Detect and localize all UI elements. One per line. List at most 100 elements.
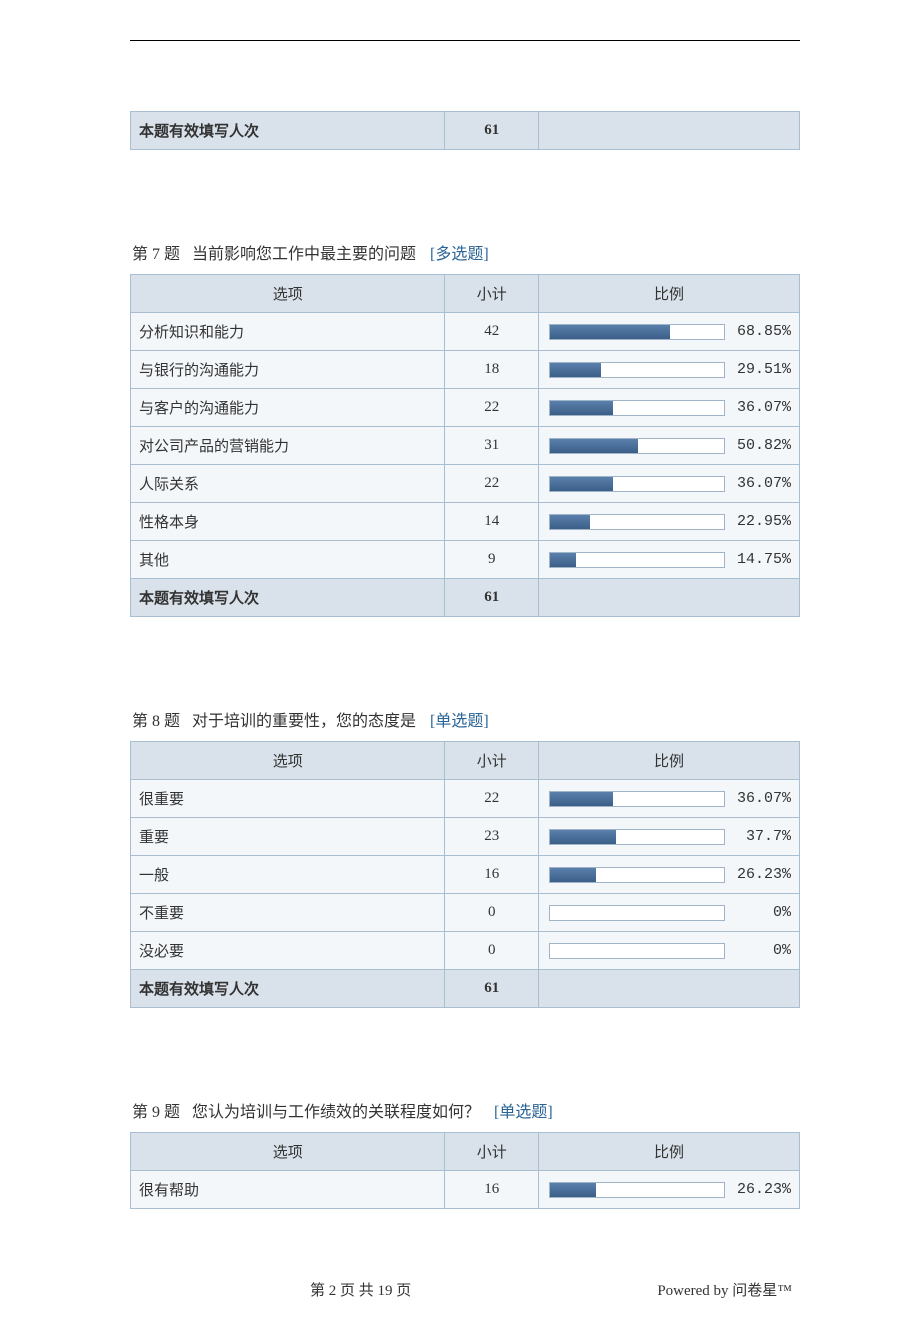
bar-wrap: 29.51% xyxy=(549,361,791,378)
header-option: 选项 xyxy=(131,275,445,313)
percent-label: 68.85% xyxy=(733,323,791,340)
option-label: 性格本身 xyxy=(131,503,445,541)
bar-track xyxy=(549,1182,725,1198)
option-ratio-cell: 50.82% xyxy=(539,427,800,465)
percent-label: 29.51% xyxy=(733,361,791,378)
bar-track xyxy=(549,791,725,807)
question-table: 选项小计比例很重要2236.07%重要2337.7%一般1626.23%不重要0… xyxy=(130,741,800,1008)
option-ratio-cell: 26.23% xyxy=(539,1171,800,1209)
powered-by: Powered by 问卷星™ xyxy=(657,1279,792,1300)
question-type-tag: [单选题] xyxy=(430,713,489,730)
table-row: 对公司产品的营销能力3150.82% xyxy=(131,427,800,465)
option-count: 14 xyxy=(445,503,539,541)
percent-label: 37.7% xyxy=(733,828,791,845)
question-table: 选项小计比例很有帮助1626.23% xyxy=(130,1132,800,1209)
option-count: 31 xyxy=(445,427,539,465)
bar-wrap: 36.07% xyxy=(549,790,791,807)
bar-wrap: 26.23% xyxy=(549,866,791,883)
valid-count-row: 本题有效填写人次61 xyxy=(131,579,800,617)
percent-label: 36.07% xyxy=(733,790,791,807)
option-count: 42 xyxy=(445,313,539,351)
percent-label: 22.95% xyxy=(733,513,791,530)
valid-count-empty xyxy=(539,970,800,1008)
option-count: 23 xyxy=(445,818,539,856)
option-ratio-cell: 0% xyxy=(539,932,800,970)
option-count: 0 xyxy=(445,894,539,932)
option-label: 人际关系 xyxy=(131,465,445,503)
question-title: 第 7 题 当前影响您工作中最主要的问题 [多选题] xyxy=(132,240,800,264)
bar-wrap: 50.82% xyxy=(549,437,791,454)
option-label: 一般 xyxy=(131,856,445,894)
option-label: 很有帮助 xyxy=(131,1171,445,1209)
header-subtotal: 小计 xyxy=(445,275,539,313)
bar-fill xyxy=(550,325,670,339)
table-row: 很有帮助1626.23% xyxy=(131,1171,800,1209)
bar-wrap: 36.07% xyxy=(549,475,791,492)
table-row: 分析知识和能力42 68.85% xyxy=(131,313,800,351)
header-ratio: 比例 xyxy=(539,742,800,780)
header-ratio: 比例 xyxy=(539,275,800,313)
option-count: 18 xyxy=(445,351,539,389)
option-ratio-cell: 26.23% xyxy=(539,856,800,894)
bar-track xyxy=(549,400,725,416)
option-label: 分析知识和能力 xyxy=(131,313,445,351)
valid-count-label: 本题有效填写人次 xyxy=(131,112,445,150)
valid-count-value: 61 xyxy=(445,112,539,150)
bar-track xyxy=(549,476,725,492)
table-row: 很重要2236.07% xyxy=(131,780,800,818)
percent-label: 36.07% xyxy=(733,399,791,416)
table-row: 重要23 37.7% xyxy=(131,818,800,856)
percent-label: 26.23% xyxy=(733,866,791,883)
question-type-tag: [单选题] xyxy=(494,1104,553,1121)
bar-track xyxy=(549,324,725,340)
option-label: 很重要 xyxy=(131,780,445,818)
bar-fill xyxy=(550,439,638,453)
option-ratio-cell: 68.85% xyxy=(539,313,800,351)
option-label: 与客户的沟通能力 xyxy=(131,389,445,427)
bar-track xyxy=(549,905,725,921)
option-count: 9 xyxy=(445,541,539,579)
bar-fill xyxy=(550,515,590,529)
option-ratio-cell: 14.75% xyxy=(539,541,800,579)
bar-fill xyxy=(550,792,613,806)
question-title: 第 9 题 您认为培训与工作绩效的关联程度如何？ [单选题] xyxy=(132,1098,800,1122)
prev-question-footer-table: 本题有效填写人次 61 xyxy=(130,111,800,150)
table-row: 人际关系2236.07% xyxy=(131,465,800,503)
header-option: 选项 xyxy=(131,742,445,780)
bar-track xyxy=(549,362,725,378)
bar-track xyxy=(549,438,725,454)
valid-count-value: 61 xyxy=(445,579,539,617)
header-subtotal: 小计 xyxy=(445,1133,539,1171)
option-count: 0 xyxy=(445,932,539,970)
option-label: 重要 xyxy=(131,818,445,856)
table-row: 与银行的沟通能力1829.51% xyxy=(131,351,800,389)
bar-fill xyxy=(550,553,576,567)
question-title: 第 8 题 对于培训的重要性，您的态度是 [单选题] xyxy=(132,707,800,731)
bar-fill xyxy=(550,830,616,844)
bar-fill xyxy=(550,1183,596,1197)
percent-label: 0% xyxy=(733,904,791,921)
valid-count-empty xyxy=(539,112,800,150)
percent-label: 0% xyxy=(733,942,791,959)
bar-track xyxy=(549,514,725,530)
page-number: 第 2 页 共 19 页 xyxy=(310,1279,411,1300)
table-row: 不重要00% xyxy=(131,894,800,932)
page-footer: 第 2 页 共 19 页 Powered by 问卷星™ xyxy=(130,1279,800,1300)
option-label: 没必要 xyxy=(131,932,445,970)
percent-label: 26.23% xyxy=(733,1181,791,1198)
option-ratio-cell: 36.07% xyxy=(539,389,800,427)
option-label: 其他 xyxy=(131,541,445,579)
bar-track xyxy=(549,867,725,883)
survey-page: 本题有效填写人次 61 第 7 题 当前影响您工作中最主要的问题 [多选题] 选项… xyxy=(0,0,920,1330)
page-top-rule xyxy=(130,40,800,41)
option-ratio-cell: 36.07% xyxy=(539,465,800,503)
option-ratio-cell: 37.7% xyxy=(539,818,800,856)
table-row: 一般1626.23% xyxy=(131,856,800,894)
prev-question-footer-row: 本题有效填写人次 61 xyxy=(131,112,800,150)
bar-wrap: 37.7% xyxy=(549,828,791,845)
option-ratio-cell: 0% xyxy=(539,894,800,932)
bar-wrap: 0% xyxy=(549,904,791,921)
question-number: 第 8 题 xyxy=(132,713,180,730)
table-row: 性格本身14 22.95% xyxy=(131,503,800,541)
question-text: 当前影响您工作中最主要的问题 xyxy=(192,246,416,263)
